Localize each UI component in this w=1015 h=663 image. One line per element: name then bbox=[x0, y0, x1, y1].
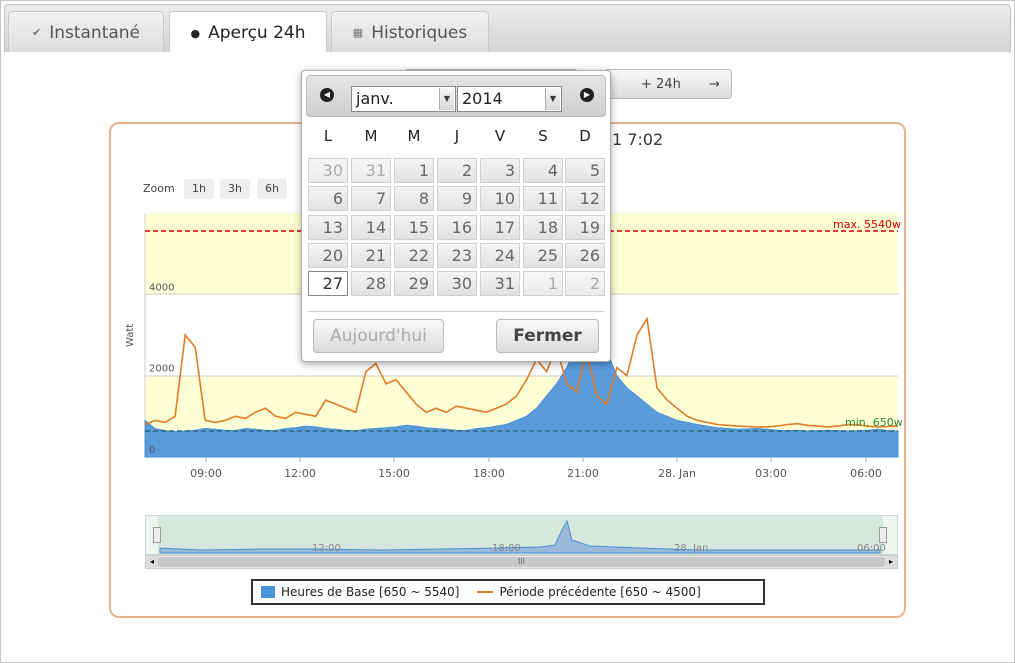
calendar-day[interactable]: 23 bbox=[437, 242, 477, 268]
chevron-down-icon: ▼ bbox=[439, 88, 454, 110]
calendar-day[interactable]: 17 bbox=[480, 214, 520, 240]
datepicker-header: ◀ janv. ▼ 2014 ▼ ▶ bbox=[306, 75, 606, 117]
clock-icon: ● bbox=[190, 26, 201, 40]
calendar-day[interactable]: 12 bbox=[565, 186, 605, 212]
calendar-day[interactable]: 24 bbox=[480, 242, 520, 268]
calendar-day[interactable]: 9 bbox=[437, 186, 477, 212]
calendar-day[interactable]: 11 bbox=[523, 186, 563, 212]
next-month-icon[interactable]: ▶ bbox=[580, 88, 594, 102]
month-select[interactable]: janv. ▼ bbox=[351, 86, 456, 112]
weekday-header: J bbox=[454, 127, 460, 145]
calendar-day[interactable]: 1 bbox=[394, 158, 434, 183]
calendar-day[interactable]: 15 bbox=[394, 214, 434, 240]
scroll-right-arrow[interactable]: ▸ bbox=[885, 556, 897, 568]
tab-label: Aperçu 24h bbox=[208, 23, 306, 43]
calendar-day[interactable]: 29 bbox=[394, 271, 434, 297]
calendar-day[interactable]: 31 bbox=[480, 271, 520, 297]
calendar-day[interactable]: 6 bbox=[308, 186, 348, 212]
year-select[interactable]: 2014 ▼ bbox=[457, 86, 562, 112]
zoom-1h-button[interactable]: 1h bbox=[184, 179, 214, 199]
scroll-left-arrow[interactable]: ◂ bbox=[146, 556, 158, 568]
legend-swatch-line bbox=[477, 591, 494, 593]
zoom-3h-button[interactable]: 3h bbox=[220, 179, 250, 199]
chevron-down-icon: ▼ bbox=[545, 88, 560, 110]
tab-label: Historiques bbox=[371, 22, 468, 43]
calendar-day[interactable]: 27 bbox=[308, 271, 348, 297]
calendar-day[interactable]: 7 bbox=[351, 186, 391, 212]
calendar-day[interactable]: 3 bbox=[480, 158, 520, 183]
next-24h-label: + 24h bbox=[641, 77, 681, 92]
calendar-day[interactable]: 13 bbox=[308, 214, 348, 240]
weekday-header: S bbox=[538, 127, 548, 145]
weekday-header: M bbox=[364, 127, 378, 145]
calendar-icon: ▦ bbox=[352, 26, 364, 39]
calendar-day[interactable]: 2 bbox=[437, 158, 477, 183]
scroll-thumb[interactable]: III bbox=[158, 557, 885, 567]
tab-instantane[interactable]: ✔ Instantané bbox=[8, 11, 164, 53]
zoom-6h-button[interactable]: 6h bbox=[257, 179, 287, 199]
next-24h-button[interactable]: + 24h → bbox=[604, 69, 732, 99]
weekday-header: D bbox=[579, 127, 591, 145]
tab-bar: ✔ Instantané ● Aperçu 24h ▦ Historiques bbox=[4, 4, 1011, 54]
calendar-day[interactable]: 5 bbox=[565, 158, 605, 183]
weekday-header: M bbox=[407, 127, 421, 145]
tab-label: Instantané bbox=[49, 22, 141, 43]
datepicker-divider bbox=[308, 311, 604, 312]
prev-month-icon[interactable]: ◀ bbox=[320, 88, 334, 102]
calendar-day[interactable]: 19 bbox=[565, 214, 605, 240]
year-value: 2014 bbox=[462, 89, 503, 108]
chart-legend: Heures de Base [650 ~ 5540] Période préc… bbox=[251, 579, 765, 605]
weekday-header: L bbox=[323, 127, 333, 145]
navigator-selection[interactable] bbox=[158, 515, 883, 555]
chart-title: 1 7:02 bbox=[612, 130, 664, 149]
calendar-day[interactable]: 16 bbox=[437, 214, 477, 240]
navigator-handle-right[interactable] bbox=[879, 527, 887, 543]
calendar-day[interactable]: 22 bbox=[394, 242, 434, 268]
month-value: janv. bbox=[356, 89, 394, 108]
calendar-day[interactable]: 4 bbox=[523, 158, 563, 183]
tab-apercu-24h[interactable]: ● Aperçu 24h bbox=[169, 11, 327, 54]
close-button[interactable]: Fermer bbox=[496, 319, 599, 353]
legend-item-base[interactable]: Heures de Base [650 ~ 5540] bbox=[281, 585, 460, 599]
weekday-header: V bbox=[494, 127, 506, 145]
calendar-day[interactable]: 26 bbox=[565, 242, 605, 268]
calendar-day-other-month[interactable]: 30 bbox=[308, 158, 348, 183]
calendar-day[interactable]: 18 bbox=[523, 214, 563, 240]
calendar-day[interactable]: 30 bbox=[437, 271, 477, 297]
calendar-day[interactable]: 21 bbox=[351, 242, 391, 268]
calendar-day[interactable]: 20 bbox=[308, 242, 348, 268]
calendar-day[interactable]: 28 bbox=[351, 271, 391, 297]
navigator-scrollbar[interactable]: ◂ III ▸ bbox=[145, 555, 898, 569]
calendar-day[interactable]: 14 bbox=[351, 214, 391, 240]
legend-item-previous[interactable]: Période précédente [650 ~ 4500] bbox=[499, 585, 701, 599]
calendar-day[interactable]: 8 bbox=[394, 186, 434, 212]
zoom-label: Zoom bbox=[143, 182, 175, 195]
calendar-day-other-month[interactable]: 31 bbox=[351, 158, 391, 183]
legend-swatch-area bbox=[261, 586, 275, 598]
calendar-day[interactable]: 25 bbox=[523, 242, 563, 268]
navigator-handle-left[interactable] bbox=[153, 527, 161, 543]
today-button[interactable]: Aujourd'hui bbox=[313, 319, 444, 353]
check-icon: ✔ bbox=[31, 26, 42, 39]
tab-historiques[interactable]: ▦ Historiques bbox=[331, 11, 489, 53]
calendar-day-other-month[interactable]: 2 bbox=[565, 271, 605, 297]
calendar-day-other-month[interactable]: 1 bbox=[523, 271, 563, 297]
arrow-right-icon: → bbox=[709, 77, 720, 92]
calendar-day[interactable]: 10 bbox=[480, 186, 520, 212]
